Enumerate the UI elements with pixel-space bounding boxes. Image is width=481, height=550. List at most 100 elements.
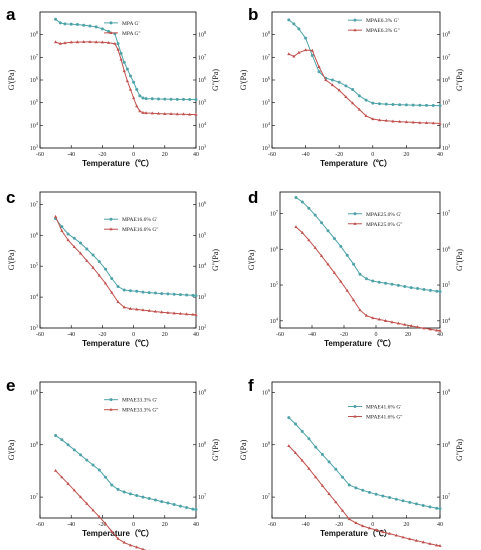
data-point [403, 285, 407, 289]
data-point [334, 500, 338, 504]
legend-marker [353, 212, 357, 216]
data-point [141, 547, 145, 550]
data-point [326, 262, 330, 266]
x-tick-label: 20 [162, 522, 168, 528]
data-point [340, 508, 345, 512]
data-point [94, 40, 98, 44]
data-point [166, 292, 170, 296]
data-point [97, 514, 101, 518]
data-point [147, 291, 151, 295]
data-point [294, 422, 298, 426]
data-point [320, 483, 324, 487]
y-left-axis-title: G'(Pa) [239, 439, 248, 460]
data-point [292, 22, 296, 26]
data-point [378, 102, 382, 106]
data-point [147, 309, 151, 312]
y-right-tick-label: 107 [198, 493, 207, 502]
y-right-tick-label: 105 [442, 98, 451, 107]
data-point [408, 500, 412, 504]
data-point [332, 270, 336, 274]
data-point [128, 87, 133, 91]
data-point [320, 453, 324, 457]
y-left-tick-label: 109 [262, 388, 271, 397]
data-point [324, 78, 328, 82]
legend-marker [353, 18, 357, 22]
data-point [421, 540, 425, 544]
data-point [314, 445, 318, 449]
y-left-tick-label: 107 [30, 200, 39, 209]
data-point [438, 104, 442, 108]
y-right-tick-label: 106 [442, 76, 451, 85]
x-tick-label: 0 [132, 332, 135, 338]
y-right-tick-label: 103 [442, 144, 451, 153]
data-point [91, 265, 95, 269]
x-tick-label: 0 [375, 332, 378, 338]
x-tick-label: 40 [437, 332, 443, 338]
data-point [78, 495, 83, 499]
data-point [63, 22, 67, 26]
series-line-g-double-prime [55, 216, 197, 316]
data-point [435, 506, 439, 510]
x-tick-label: -40 [308, 332, 316, 338]
data-point [418, 120, 422, 124]
y-left-tick-label: 103 [30, 324, 39, 333]
data-point [337, 80, 341, 84]
data-point [438, 544, 442, 547]
data-point [172, 292, 176, 296]
data-point [178, 311, 182, 315]
data-point [79, 453, 83, 457]
data-point [91, 253, 95, 257]
x-tick-label: -20 [98, 152, 106, 158]
y-right-tick-label: 104 [198, 121, 207, 130]
y-right-axis-title: G''(Pa) [211, 249, 220, 271]
data-point [66, 232, 70, 236]
x-tick-label: -20 [335, 152, 343, 158]
x-tick-label: -60 [36, 152, 44, 158]
legend-label: MPAE6.3% G' [366, 18, 399, 24]
data-point [72, 236, 76, 240]
x-tick-label: 40 [437, 522, 443, 528]
data-point [135, 88, 139, 92]
data-point [351, 88, 355, 92]
x-tick-label: 40 [437, 152, 443, 158]
data-point [297, 27, 301, 31]
y-left-tick-label: 109 [30, 388, 39, 397]
legend-label: MPA G' [122, 21, 139, 27]
y-left-tick-label: 106 [262, 76, 271, 85]
data-point [135, 494, 139, 498]
data-point [160, 292, 164, 296]
data-point [388, 496, 392, 500]
plot-frame [39, 191, 197, 329]
y-left-tick-label: 108 [30, 30, 39, 39]
data-point [169, 97, 173, 101]
data-point [144, 97, 148, 101]
y-left-tick-label: 104 [30, 293, 39, 302]
data-point [374, 492, 378, 496]
data-point [287, 444, 291, 448]
data-point [97, 468, 101, 472]
data-point [327, 460, 331, 464]
data-point [128, 289, 132, 293]
data-point [297, 50, 301, 54]
y-right-tick-label: 105 [442, 281, 451, 290]
legend-label: MPAE33.3% G'' [122, 408, 158, 414]
x-tick-label: 40 [193, 152, 199, 158]
data-point [431, 121, 435, 125]
data-point [157, 97, 161, 101]
data-point [287, 416, 291, 420]
series-line-g-double-prime [288, 49, 441, 124]
data-point [352, 298, 356, 302]
data-point [116, 300, 120, 303]
data-point [330, 83, 335, 87]
data-point [422, 288, 426, 292]
y-right-tick-label: 109 [198, 388, 207, 397]
y-left-tick-label: 103 [262, 144, 271, 153]
y-right-tick-label: 102 [198, 324, 206, 333]
data-point [94, 25, 98, 29]
panel-b: b-60 -40 -20 0 20 401031041051061071081031041… [239, 5, 464, 168]
data-point [79, 241, 83, 245]
data-point [116, 47, 120, 51]
legend-label: MPAE6.3% G'' [366, 28, 400, 34]
panel-e: e -60 -40 -20 0 20 40 107 108 109 107 108 109 Tempera… [6, 376, 220, 550]
data-point [160, 310, 164, 314]
